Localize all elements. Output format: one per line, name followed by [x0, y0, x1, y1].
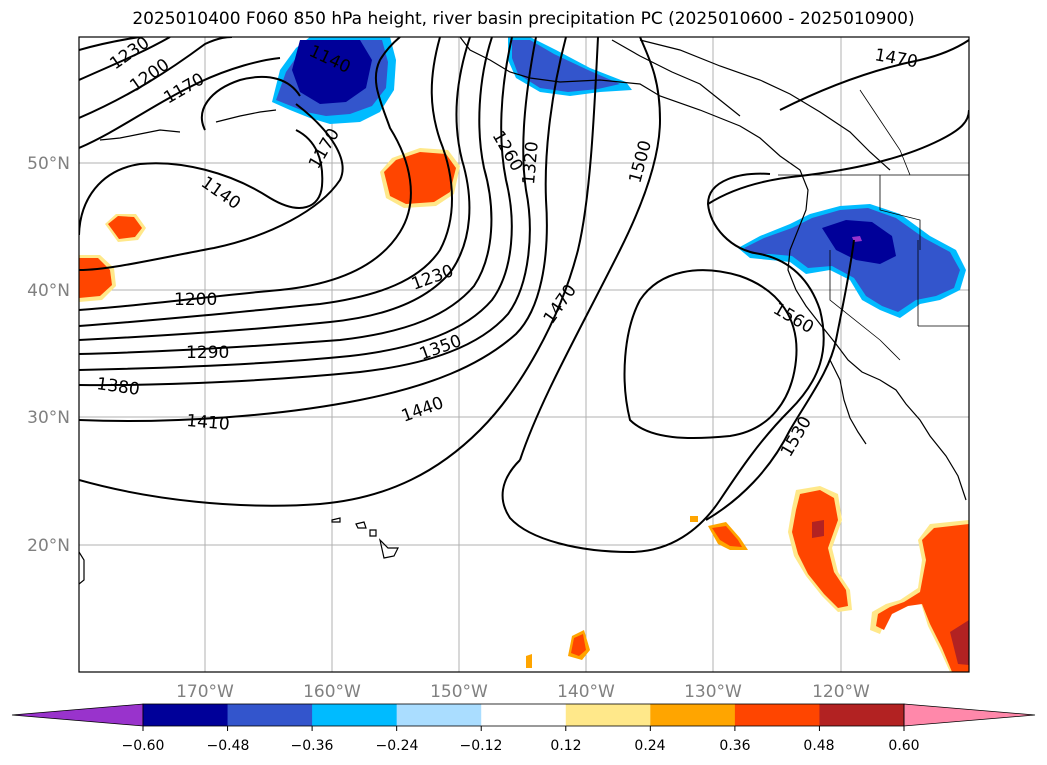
borders	[778, 89, 969, 361]
colorbar-extend-left	[11, 703, 144, 727]
lon-label: 130°W	[684, 682, 742, 702]
colorbar-extend-right	[903, 703, 1036, 727]
colorbar-tick-label: −0.48	[207, 738, 250, 754]
positive-precip-regions	[79, 148, 969, 672]
contour-label: 1410	[186, 411, 231, 435]
lat-label: 20°N	[27, 536, 70, 556]
colorbar-segment	[650, 704, 736, 726]
lon-label: 120°W	[812, 682, 870, 702]
longitude-labels: 170°W 160°W 150°W 140°W 130°W 120°W	[176, 682, 870, 702]
colorbar-tick-label: −0.60	[122, 738, 165, 754]
colorbar-tick-label: 0.24	[634, 738, 665, 754]
colorbar-segment	[227, 704, 313, 726]
colorbar-tick-label: −0.12	[460, 738, 503, 754]
contour-label: 1290	[186, 343, 229, 363]
lon-label: 170°W	[176, 682, 234, 702]
coastlines	[79, 37, 967, 585]
colorbar-tick-label: 0.60	[888, 738, 919, 754]
colorbar: −0.60 −0.48 −0.36 −0.24 −0.12 0.12 0.24 …	[11, 703, 1036, 754]
colorbar-segment	[565, 704, 651, 726]
colorbar-tick-label: −0.36	[291, 738, 334, 754]
colorbar-segment	[143, 704, 229, 726]
lat-label: 30°N	[27, 408, 70, 428]
contour-label: 1320	[519, 141, 543, 186]
colorbar-segment	[396, 704, 482, 726]
map-title: 2025010400 F060 850 hPa height, river ba…	[132, 9, 915, 29]
colorbar-tick-label: 0.48	[803, 738, 834, 754]
colorbar-tick-label: −0.24	[376, 738, 419, 754]
colorbar-tick-label: 0.36	[719, 738, 750, 754]
colorbar-tick-label: 0.12	[550, 738, 581, 754]
map-frame	[78, 36, 970, 673]
colorbar-segment	[481, 704, 567, 726]
lat-label: 40°N	[27, 281, 70, 301]
contour-label: 1200	[174, 290, 217, 310]
lon-label: 150°W	[430, 682, 488, 702]
lat-label: 50°N	[27, 154, 70, 174]
colorbar-segment	[819, 704, 905, 726]
colorbar-segment	[312, 704, 398, 726]
lon-label: 160°W	[303, 682, 361, 702]
colorbar-segment	[734, 704, 820, 726]
latitude-labels: 50°N 40°N 30°N 20°N	[27, 154, 70, 556]
lon-label: 140°W	[557, 682, 615, 702]
